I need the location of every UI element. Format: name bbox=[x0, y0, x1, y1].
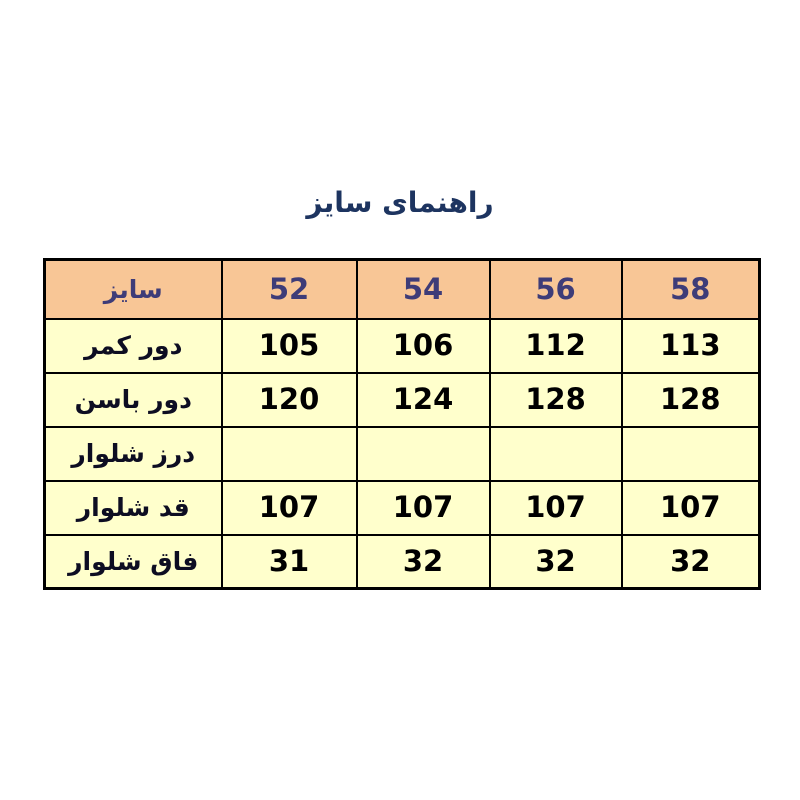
row-label-seam: درز شلوار bbox=[43, 425, 223, 482]
header-cell-52: 52 bbox=[220, 258, 358, 320]
cell-hip-52: 120 bbox=[220, 371, 358, 428]
table-row-rise: فاق شلوار 31 32 32 32 bbox=[43, 533, 761, 590]
cell-waist-56: 112 bbox=[488, 317, 623, 374]
table-header-row: سایز 52 54 56 58 bbox=[43, 258, 761, 320]
table-row-length: قد شلوار 107 107 107 107 bbox=[43, 479, 761, 536]
cell-length-58: 107 bbox=[620, 479, 761, 536]
cell-length-56: 107 bbox=[488, 479, 623, 536]
row-label-waist: دور کمر bbox=[43, 317, 223, 374]
cell-seam-58 bbox=[620, 425, 761, 482]
cell-hip-58: 128 bbox=[620, 371, 761, 428]
header-cell-size: سایز bbox=[43, 258, 223, 320]
cell-hip-56: 128 bbox=[488, 371, 623, 428]
cell-rise-54: 32 bbox=[355, 533, 491, 590]
cell-hip-54: 124 bbox=[355, 371, 491, 428]
page-title: راهنمای سایز bbox=[306, 186, 494, 219]
header-cell-56: 56 bbox=[488, 258, 623, 320]
cell-length-52: 107 bbox=[220, 479, 358, 536]
row-label-length: قد شلوار bbox=[43, 479, 223, 536]
cell-rise-52: 31 bbox=[220, 533, 358, 590]
cell-waist-58: 113 bbox=[620, 317, 761, 374]
size-guide-table-container: سایز 52 54 56 58 دور کمر 105 106 112 113… bbox=[43, 258, 761, 590]
row-label-rise: فاق شلوار bbox=[43, 533, 223, 590]
table-row-seam: درز شلوار bbox=[43, 425, 761, 482]
cell-waist-52: 105 bbox=[220, 317, 358, 374]
cell-waist-54: 106 bbox=[355, 317, 491, 374]
table-row-hip: دور باسن 120 124 128 128 bbox=[43, 371, 761, 428]
header-cell-58: 58 bbox=[620, 258, 761, 320]
cell-seam-56 bbox=[488, 425, 623, 482]
cell-rise-58: 32 bbox=[620, 533, 761, 590]
size-guide-table: سایز 52 54 56 58 دور کمر 105 106 112 113… bbox=[43, 258, 761, 590]
cell-seam-52 bbox=[220, 425, 358, 482]
cell-rise-56: 32 bbox=[488, 533, 623, 590]
header-cell-54: 54 bbox=[355, 258, 491, 320]
table-row-waist: دور کمر 105 106 112 113 bbox=[43, 317, 761, 374]
cell-seam-54 bbox=[355, 425, 491, 482]
row-label-hip: دور باسن bbox=[43, 371, 223, 428]
cell-length-54: 107 bbox=[355, 479, 491, 536]
